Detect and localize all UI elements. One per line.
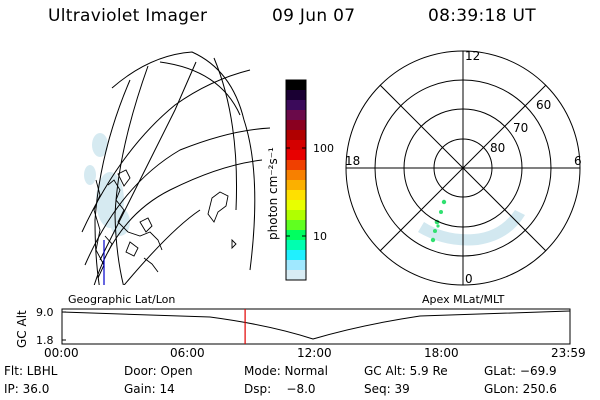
colorbar-cell: [286, 100, 306, 111]
colorbar-cell: [286, 250, 306, 261]
mlt-label-18: 18: [345, 154, 360, 168]
filter-readout: Flt: LBHL: [4, 364, 58, 378]
timeline-y-tick-high: 9.0: [36, 306, 54, 319]
door-readout: Door: Open: [124, 364, 193, 378]
colorbar-cell: [286, 190, 306, 201]
colorbar-cell: [286, 140, 306, 151]
color-scale-bar: 100 10 photon cm⁻²s⁻¹: [266, 79, 334, 281]
colorbar-cell: [286, 260, 306, 271]
mlt-label-0: 0: [465, 272, 473, 286]
time-tick-0000: 00:00: [44, 346, 79, 360]
colorbar-cell: [286, 90, 306, 101]
lat-label-70: 70: [513, 121, 528, 135]
time-tick-0600: 06:00: [170, 346, 205, 360]
timeline-right-label: Apex MLat/MLT: [422, 293, 505, 306]
lat-label-60: 60: [536, 98, 551, 112]
timeline-y-tick-low: 1.8: [36, 334, 54, 347]
auroral-hot-spots: [430, 199, 447, 243]
colorbar-cell: [286, 80, 306, 91]
mlt-label-12: 12: [465, 49, 480, 63]
coastlines: [93, 169, 237, 279]
mlt-label-6: 6: [574, 154, 582, 168]
sequence-readout: Seq: 39: [364, 382, 410, 396]
mode-readout: Mode: Normal: [244, 364, 328, 378]
gain-readout: Gain: 14: [124, 382, 175, 396]
dsp-readout: Dsp: −8.0: [244, 382, 316, 396]
lat-label-80: 80: [490, 141, 505, 155]
time-tick-1200: 12:00: [297, 346, 332, 360]
instrument-title: Ultraviolet Imager: [48, 6, 208, 26]
colorbar-cell: [286, 220, 306, 231]
colorbar-cell: [286, 160, 306, 171]
colorbar-tick-10: 10: [313, 230, 327, 243]
altitude-curve: [61, 310, 571, 340]
observation-time: 08:39:18 UT: [428, 6, 536, 26]
geographic-map: [81, 51, 270, 285]
observation-date: 09 Jun 07: [272, 6, 356, 26]
timeline-left-label: Geographic Lat/Lon: [68, 293, 176, 306]
colorbar-cell: [286, 200, 306, 211]
colorbar-cell: [286, 180, 306, 191]
colorbar-cell: [286, 120, 306, 131]
colorbar-cell: [286, 150, 306, 161]
geo-longitude-readout: GLon: 250.6: [484, 382, 557, 396]
gc-altitude-readout: GC Alt: 5.9 Re: [364, 364, 448, 378]
colorbar-cell: [286, 270, 306, 281]
colorbar-unit-label: photon cm⁻²s⁻¹: [266, 147, 280, 240]
colorbar-cell: [286, 240, 306, 251]
time-tick-2359: 23:59: [551, 346, 586, 360]
colorbar-cell: [286, 110, 306, 121]
geo-latitude-readout: GLat: −69.9: [484, 364, 557, 378]
time-tick-1800: 18:00: [424, 346, 459, 360]
colorbar-cell: [286, 230, 306, 241]
colorbar-tick-100: 100: [313, 142, 334, 155]
orbit-timeline: GC Alt 9.0 1.8: [15, 306, 571, 348]
colorbar-cell: [286, 170, 306, 181]
timeline-y-axis-label: GC Alt: [15, 310, 29, 348]
colorbar-cell: [286, 210, 306, 221]
polar-mlt-plot: 60 70 80 12 18 6 0: [345, 49, 582, 286]
ip-readout: IP: 36.0: [4, 382, 50, 396]
polar-grid: [345, 50, 581, 286]
auroral-oval-emission: [418, 210, 525, 246]
colorbar-cell: [286, 130, 306, 141]
